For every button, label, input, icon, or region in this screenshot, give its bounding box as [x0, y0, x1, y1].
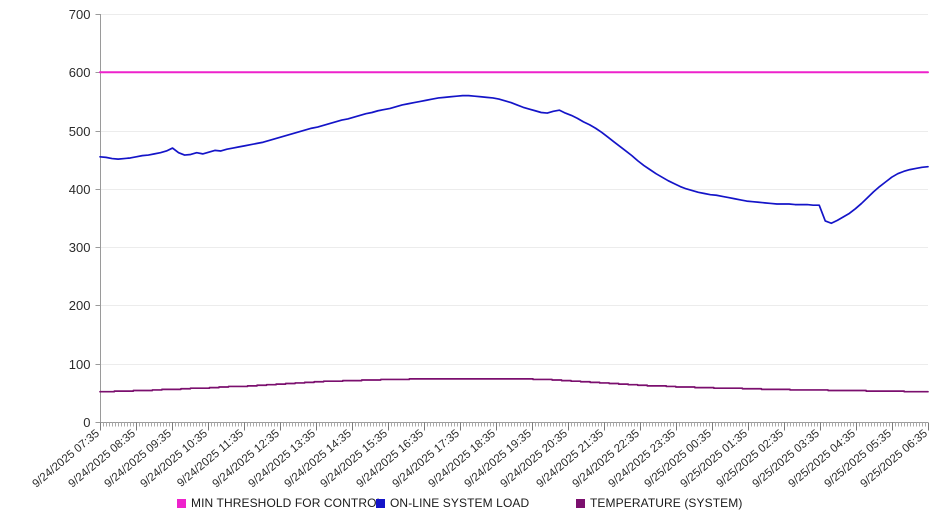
legend-swatch-2 — [376, 499, 385, 508]
y-tick-label: 500 — [69, 124, 91, 139]
legend-label-1: MIN THRESHOLD FOR CONTROL — [191, 496, 384, 510]
legend-swatch-1 — [177, 499, 186, 508]
series-line-2 — [99, 94, 929, 225]
y-tick-label: 0 — [83, 415, 90, 430]
y-tick-label: 400 — [69, 182, 91, 197]
y-tick-label: 200 — [69, 298, 91, 313]
y-tick-label: 100 — [69, 357, 91, 372]
y-tick-label: 700 — [69, 7, 91, 22]
legend-swatch-3 — [576, 499, 585, 508]
chart-legend: MIN THRESHOLD FOR CONTROL ON-LINE SYSTEM … — [177, 496, 742, 510]
y-tick-label: 300 — [69, 240, 91, 255]
series-line-3 — [99, 378, 929, 393]
legend-label-2: ON-LINE SYSTEM LOAD — [390, 496, 529, 510]
y-axis: 0 100 200 300 400 500 600 700 — [69, 7, 101, 430]
data-series — [99, 71, 929, 393]
legend-label-3: TEMPERATURE (SYSTEM) — [590, 496, 742, 510]
x-axis — [100, 422, 929, 431]
y-tick-label: 600 — [69, 65, 91, 80]
